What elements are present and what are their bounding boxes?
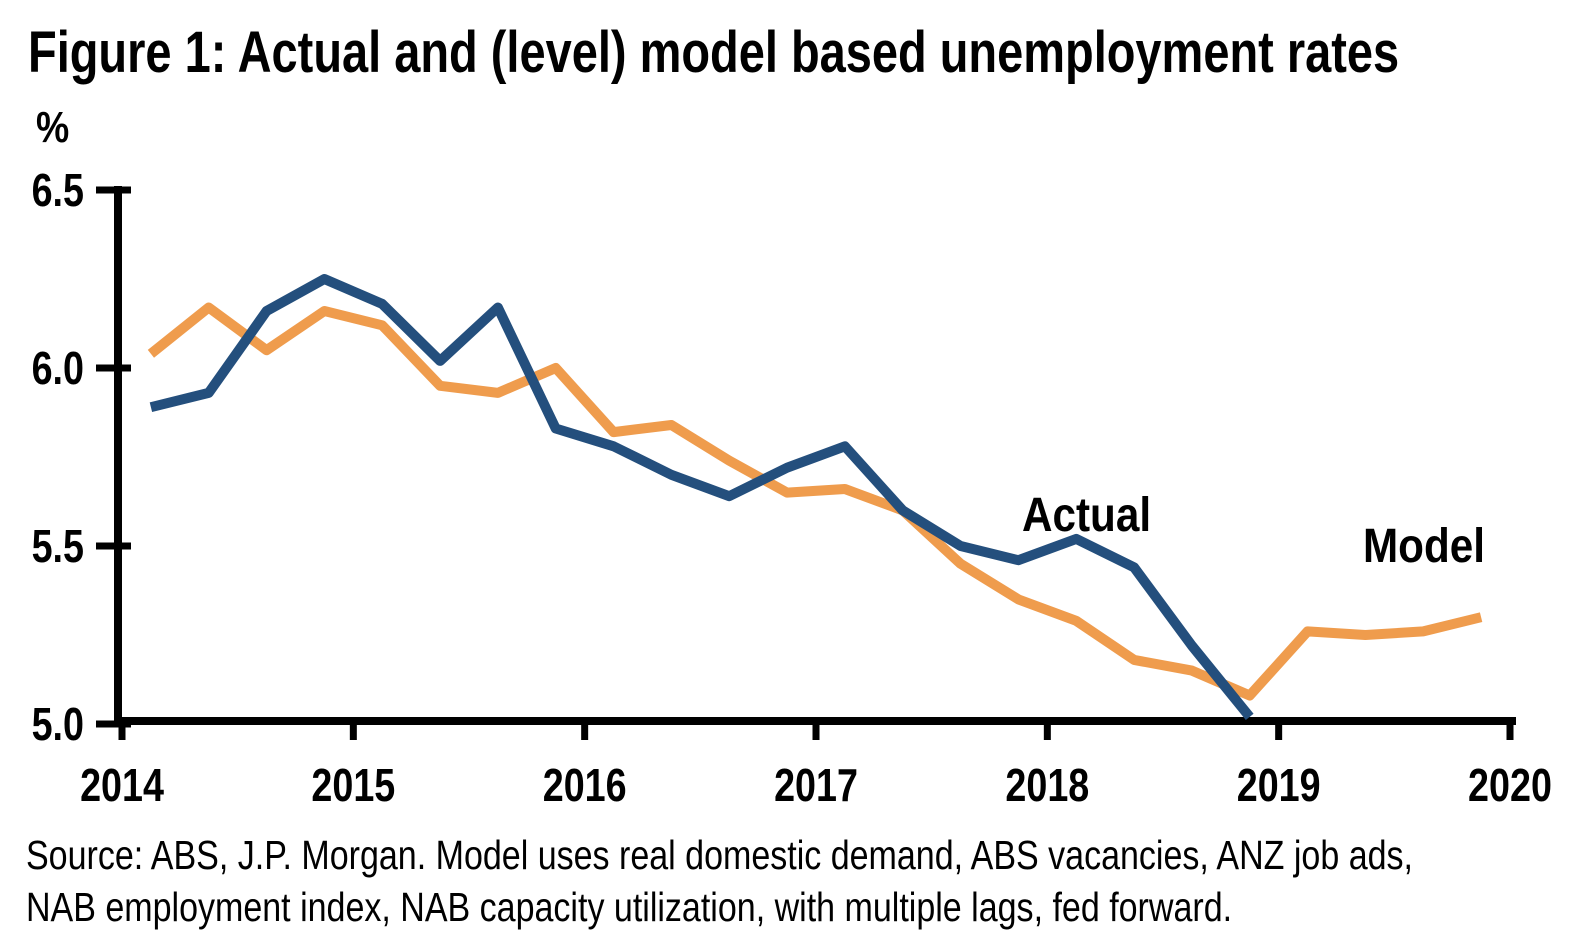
x-tick-label: 2016 xyxy=(543,759,627,810)
y-tick-label: 5.5 xyxy=(32,520,84,571)
source-note-line1: Source: ABS, J.P. Morgan. Model uses rea… xyxy=(26,832,1413,878)
y-tick-label: 6.5 xyxy=(32,164,84,215)
x-tick-label: 2019 xyxy=(1237,759,1321,810)
x-tick-label: 2014 xyxy=(80,759,164,810)
x-tick-label: 2018 xyxy=(1005,759,1089,810)
x-tick-label: 2015 xyxy=(311,759,395,810)
x-tick-label: 2017 xyxy=(774,759,858,810)
actual-series-label: Actual xyxy=(1022,487,1151,541)
model-series-label: Model xyxy=(1363,518,1485,572)
y-tick-label: 5.0 xyxy=(32,698,84,749)
source-note-line2: NAB employment index, NAB capacity utili… xyxy=(26,884,1232,930)
x-tick-label: 2020 xyxy=(1468,759,1552,810)
x-ticks: 2014 2015 2016 2017 2018 2019 2020 xyxy=(80,718,1552,811)
y-axis-unit-label: % xyxy=(36,102,69,152)
y-tick-label: 6.0 xyxy=(32,342,84,393)
y-ticks: 6.5 6.0 5.5 5.0 xyxy=(32,164,131,750)
model-line xyxy=(147,302,1483,701)
actual-line xyxy=(149,274,1254,721)
chart-title: Figure 1: Actual and (level) model based… xyxy=(28,20,1399,85)
